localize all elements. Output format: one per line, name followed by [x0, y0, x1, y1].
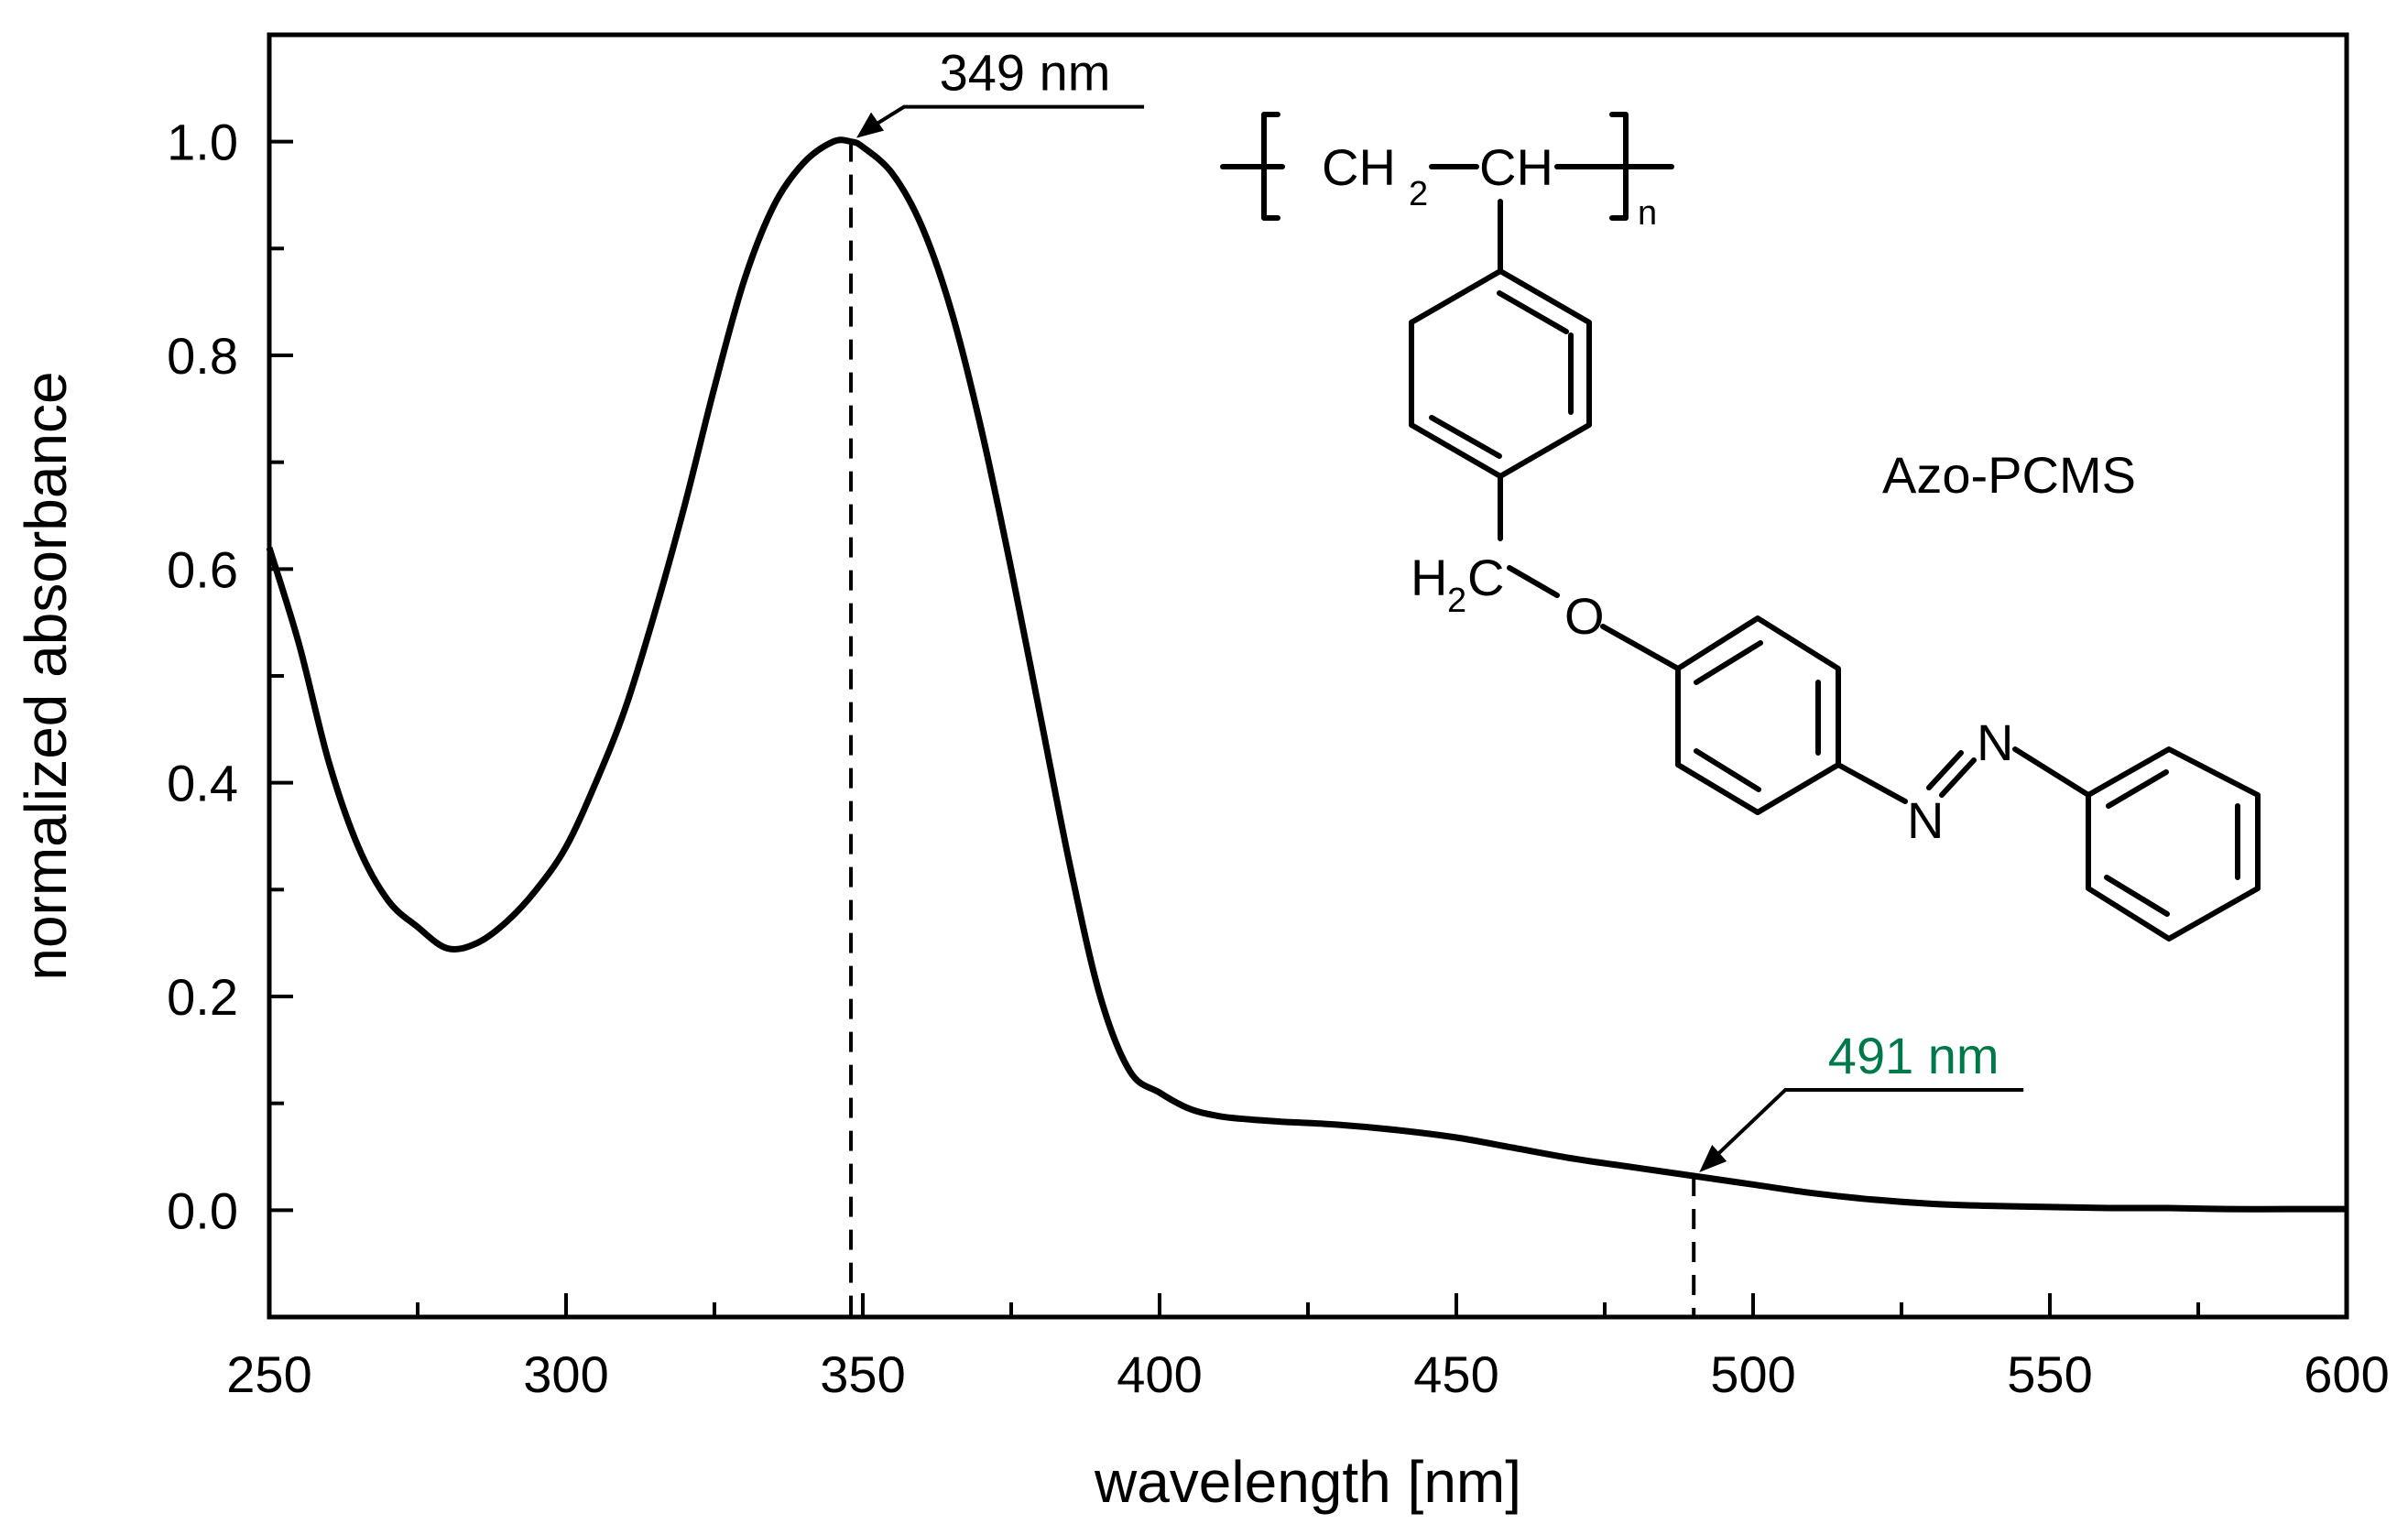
- peak-349-arrowhead: [856, 112, 885, 138]
- right-bracket: [1609, 112, 1629, 221]
- ring2-double-b: [1694, 640, 1763, 685]
- x-tick-label: 300: [523, 1345, 608, 1403]
- peak-491-leader: [1706, 1088, 2024, 1165]
- y-tick-label: 0.2: [167, 968, 238, 1026]
- ticks: [267, 33, 2348, 1319]
- x-tick-label: 350: [820, 1345, 905, 1403]
- c-o-bond: [1507, 565, 1560, 598]
- benzene-ring-1: [1409, 268, 1592, 479]
- y-axis-label: normalized absorbance: [13, 371, 79, 980]
- y-tick-label: 0.6: [167, 540, 238, 598]
- n-ring-bond: [2012, 746, 2091, 798]
- x-tick-label: 500: [1710, 1345, 1795, 1403]
- ring-n-bond: [1836, 762, 1908, 804]
- compound-name: Azo-PCMS: [1882, 446, 2136, 504]
- x-tick-label: 450: [1413, 1345, 1498, 1403]
- peak-349-label: 349 nm: [940, 44, 1111, 102]
- ring2-double-c: [1694, 748, 1761, 792]
- y-tick-label: 0.0: [167, 1181, 238, 1239]
- h2c-sub: 2: [1447, 582, 1466, 620]
- nitrogen-atom-1: N: [1907, 791, 1944, 849]
- x-tick-label: 600: [2304, 1345, 2389, 1403]
- y-tick-label: 0.4: [167, 755, 238, 812]
- y-tick-label: 1.0: [167, 114, 238, 171]
- benzene-ring-3: [2086, 746, 2261, 942]
- h2c-c: C: [1467, 549, 1504, 606]
- peak-491-label: 491 nm: [1828, 1027, 1999, 1084]
- y-tick-label: 0.8: [167, 327, 238, 385]
- ch2-subscript: 2: [1409, 175, 1428, 213]
- o-ring-bond: [1600, 624, 1681, 671]
- series-line: [266, 136, 2347, 1213]
- x-axis-label: wavelength [nm]: [1094, 1449, 1521, 1515]
- ring1-double-b: [1497, 290, 1569, 334]
- n-n-bond-a: [1939, 757, 1977, 798]
- nitrogen-atom-2: N: [1977, 713, 2013, 771]
- left-bracket: [1261, 112, 1280, 221]
- ring3-double-b: [2106, 769, 2169, 809]
- tick-labels: 250 300 350 400 450 500 550 600 0.0 0.2 0.4 0.6 0.8 1…: [167, 114, 2390, 1403]
- oxygen-atom: O: [1564, 587, 1605, 645]
- ch2-label: CH: [1322, 138, 1396, 196]
- x-tick-label: 400: [1117, 1345, 1202, 1403]
- ring3-double-c: [2104, 875, 2170, 917]
- azo-pcms-structure: CH 2 CH n H 2 C O N N: [1220, 112, 2261, 942]
- ch-label: CH: [1479, 138, 1553, 196]
- x-tick-label: 550: [2007, 1345, 2092, 1403]
- x-tick-label: 250: [226, 1345, 311, 1403]
- n-n-bond-b: [1926, 750, 1964, 790]
- annotations: 349 nm 491 nm: [856, 44, 2024, 1172]
- peak-349-leader: [864, 104, 1145, 133]
- guide-lines: [849, 141, 1696, 1317]
- h2c-h: H: [1411, 549, 1447, 606]
- peak-491-arrowhead: [1699, 1145, 1727, 1172]
- ring1-double-c: [1429, 415, 1502, 459]
- repeat-n: n: [1638, 194, 1657, 233]
